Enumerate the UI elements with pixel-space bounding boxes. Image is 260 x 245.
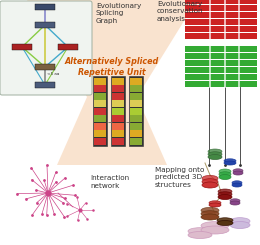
- Ellipse shape: [233, 169, 243, 173]
- Bar: [94, 138, 106, 145]
- Bar: [94, 108, 106, 115]
- Ellipse shape: [208, 149, 222, 154]
- Ellipse shape: [219, 172, 231, 177]
- Ellipse shape: [201, 226, 229, 234]
- Bar: [112, 138, 124, 145]
- Ellipse shape: [202, 175, 218, 181]
- Ellipse shape: [209, 201, 221, 205]
- Bar: [129, 76, 143, 146]
- Bar: [185, 53, 257, 59]
- Ellipse shape: [217, 218, 233, 223]
- Bar: [130, 108, 142, 115]
- Bar: [130, 138, 142, 145]
- Bar: [35, 22, 55, 28]
- Ellipse shape: [224, 161, 236, 165]
- Ellipse shape: [201, 221, 229, 230]
- Text: <5 aa: <5 aa: [47, 72, 59, 76]
- Bar: [94, 93, 106, 100]
- Bar: [12, 44, 32, 50]
- Bar: [35, 64, 55, 70]
- Ellipse shape: [218, 189, 232, 194]
- Bar: [94, 100, 106, 108]
- Bar: [130, 78, 142, 85]
- Bar: [185, 26, 257, 32]
- Ellipse shape: [230, 199, 240, 203]
- Ellipse shape: [201, 208, 219, 213]
- Ellipse shape: [230, 218, 250, 225]
- Ellipse shape: [188, 232, 212, 238]
- Ellipse shape: [232, 181, 242, 185]
- Bar: [112, 115, 124, 122]
- Ellipse shape: [209, 203, 221, 207]
- Text: Evolutionary
Splicing
Graph: Evolutionary Splicing Graph: [96, 3, 141, 24]
- Ellipse shape: [224, 159, 236, 163]
- Bar: [185, 60, 257, 66]
- Ellipse shape: [218, 192, 232, 197]
- Text: –: –: [108, 118, 113, 127]
- Ellipse shape: [202, 179, 218, 185]
- Bar: [185, 46, 257, 52]
- Bar: [185, 67, 257, 73]
- Bar: [130, 115, 142, 122]
- Text: Evolutionary
conservation
analysis: Evolutionary conservation analysis: [157, 1, 204, 22]
- Ellipse shape: [230, 221, 250, 229]
- Bar: [112, 131, 124, 137]
- Polygon shape: [27, 0, 197, 165]
- Bar: [111, 76, 125, 146]
- FancyBboxPatch shape: [0, 1, 92, 95]
- Bar: [35, 4, 55, 10]
- Bar: [185, 33, 257, 39]
- Bar: [35, 82, 55, 88]
- Bar: [185, 19, 257, 25]
- Text: Mapping onto
predicted 3D
structures: Mapping onto predicted 3D structures: [155, 167, 204, 188]
- Text: Interaction
network: Interaction network: [90, 175, 129, 188]
- Bar: [130, 100, 142, 108]
- Ellipse shape: [202, 182, 218, 188]
- Bar: [185, 12, 257, 18]
- Bar: [93, 76, 107, 146]
- Bar: [94, 115, 106, 122]
- Ellipse shape: [218, 195, 232, 199]
- Ellipse shape: [232, 183, 242, 187]
- Bar: [130, 131, 142, 137]
- Ellipse shape: [208, 152, 222, 157]
- Bar: [94, 123, 106, 130]
- Bar: [112, 78, 124, 85]
- Bar: [185, 74, 257, 80]
- Bar: [130, 86, 142, 93]
- Ellipse shape: [233, 171, 243, 175]
- Bar: [112, 100, 124, 108]
- Bar: [94, 78, 106, 85]
- Ellipse shape: [208, 155, 222, 159]
- Bar: [94, 131, 106, 137]
- Bar: [185, 81, 257, 87]
- Bar: [58, 44, 78, 50]
- Bar: [185, 0, 257, 4]
- Bar: [130, 93, 142, 100]
- Bar: [112, 93, 124, 100]
- Ellipse shape: [201, 214, 219, 220]
- Ellipse shape: [219, 174, 231, 180]
- Text: –: –: [126, 118, 131, 127]
- Bar: [185, 5, 257, 11]
- Bar: [130, 123, 142, 130]
- Ellipse shape: [201, 211, 219, 217]
- Bar: [94, 86, 106, 93]
- Ellipse shape: [217, 220, 233, 225]
- Bar: [112, 123, 124, 130]
- Ellipse shape: [230, 201, 240, 205]
- Ellipse shape: [188, 228, 212, 235]
- Bar: [112, 86, 124, 93]
- Ellipse shape: [219, 169, 231, 174]
- Text: Alternatively Spliced
Repetitive Unit: Alternatively Spliced Repetitive Unit: [65, 57, 159, 77]
- Bar: [112, 108, 124, 115]
